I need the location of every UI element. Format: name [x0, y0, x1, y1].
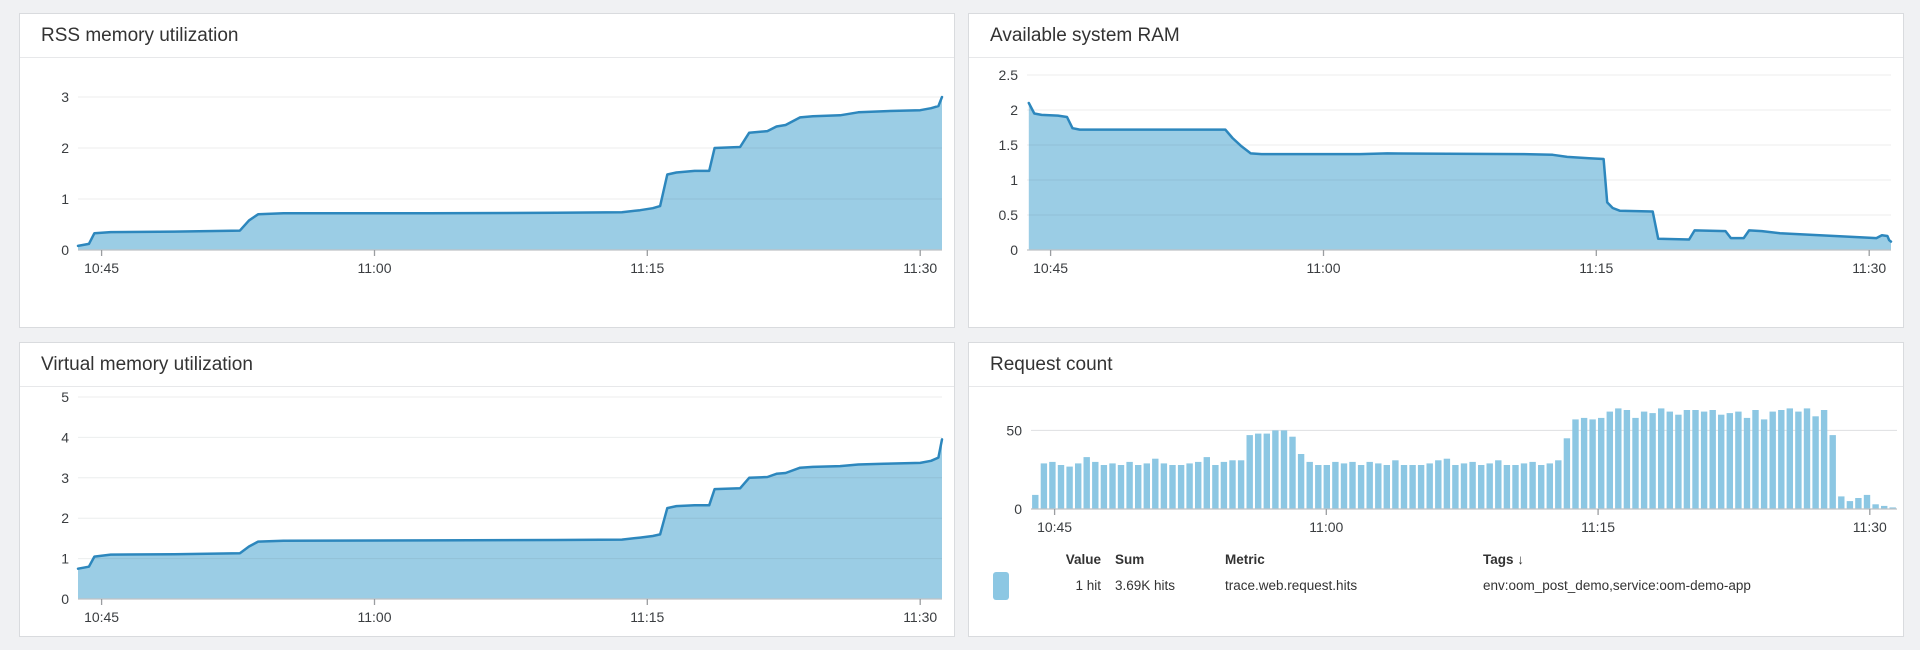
- svg-text:11:30: 11:30: [1853, 519, 1887, 535]
- legend-sum-cell: 3.69K hits: [1115, 578, 1176, 593]
- panel-title: Request count: [969, 343, 1903, 387]
- svg-text:0: 0: [1014, 501, 1022, 517]
- svg-text:11:00: 11:00: [358, 609, 392, 625]
- svg-text:11:15: 11:15: [630, 260, 664, 276]
- grid-lines: [76, 396, 944, 570]
- legend-tags-cell: env:oom_post_demo,service:oom-demo-app: [1483, 578, 1751, 593]
- panel-title: RSS memory utilization: [20, 14, 954, 58]
- svg-text:11:15: 11:15: [1581, 519, 1615, 535]
- svg-text:1.5: 1.5: [999, 137, 1019, 153]
- svg-text:11:30: 11:30: [1852, 260, 1886, 276]
- legend-header-metric[interactable]: Metric: [1225, 552, 1265, 567]
- panel-rss-memory-utilization: RSS memory utilization 0 1 2 3 10:45 11:00 11:…: [19, 13, 955, 328]
- svg-text:0: 0: [61, 242, 69, 258]
- svg-text:0.5: 0.5: [999, 207, 1019, 223]
- legend-value-cell: 1 hit: [1075, 578, 1101, 593]
- svg-text:11:00: 11:00: [358, 260, 392, 276]
- svg-text:1: 1: [61, 191, 69, 207]
- svg-text:11:30: 11:30: [903, 609, 937, 625]
- series-color-swatch[interactable]: [993, 571, 1009, 600]
- svg-text:0: 0: [1010, 242, 1018, 258]
- svg-text:3: 3: [61, 470, 69, 486]
- request-legend: Value Sum Metric Tags ↓ 1 hit 3.69K hits…: [969, 549, 1903, 601]
- area-series: [78, 97, 942, 250]
- svg-text:2: 2: [1010, 102, 1018, 118]
- svg-text:11:00: 11:00: [1307, 260, 1341, 276]
- legend-header-sum[interactable]: Sum: [1115, 552, 1145, 567]
- chart-area: 0 50 10:45 11:00 11:15 11:30: [969, 387, 1903, 539]
- panel-virtual-memory-utilization: Virtual memory utilization 0 1 2 3 4 5 10:45 11…: [19, 342, 955, 637]
- svg-text:2: 2: [61, 140, 69, 156]
- request-count-chart[interactable]: 0 50 10:45 11:00 11:15 11:30: [969, 387, 1903, 539]
- svg-text:11:00: 11:00: [1309, 519, 1343, 535]
- bar-series: [1031, 408, 1897, 509]
- axes: 0 1 2 3 4 5 10:45 11:00 11:15 11:30: [61, 389, 942, 625]
- svg-text:50: 50: [1006, 422, 1022, 438]
- panel-available-system-ram: Available system RAM 0 0.5 1 1.5 2 2.5 10:45 11…: [968, 13, 1904, 328]
- svg-text:5: 5: [61, 389, 69, 405]
- svg-text:11:15: 11:15: [1579, 260, 1613, 276]
- svg-text:1: 1: [1010, 172, 1018, 188]
- svg-text:10:45: 10:45: [84, 260, 119, 276]
- axes: 0 50 10:45 11:00 11:15 11:30: [1006, 422, 1897, 535]
- legend-swatch-cell: [969, 571, 1017, 600]
- legend-metric-cell: trace.web.request.hits: [1225, 578, 1358, 593]
- panel-title: Available system RAM: [969, 14, 1903, 58]
- rss-memory-chart[interactable]: 0 1 2 3 10:45 11:00 11:15 11:30: [20, 58, 954, 324]
- svg-text:4: 4: [61, 429, 69, 445]
- area-series: [78, 439, 942, 599]
- chart-area: 0 1 2 3 10:45 11:00 11:15 11:30: [20, 58, 954, 324]
- chart-area: 0 1 2 3 4 5 10:45 11:00 11:15 11:30: [20, 387, 954, 635]
- grid-lines: [1027, 74, 1893, 243]
- svg-text:0: 0: [61, 591, 69, 607]
- panel-title: Virtual memory utilization: [20, 343, 954, 387]
- svg-text:2: 2: [61, 510, 69, 526]
- svg-text:1: 1: [61, 551, 69, 567]
- virtual-memory-chart[interactable]: 0 1 2 3 4 5 10:45 11:00 11:15 11:30: [20, 387, 954, 635]
- available-ram-chart[interactable]: 0 0.5 1 1.5 2 2.5 10:45 11:00 11:15 11:30: [969, 58, 1903, 324]
- svg-text:2.5: 2.5: [999, 67, 1019, 83]
- area-series: [1028, 103, 1891, 250]
- svg-text:11:30: 11:30: [903, 260, 937, 276]
- svg-text:3: 3: [61, 89, 69, 105]
- grid-lines: [76, 95, 944, 248]
- legend-header-tags[interactable]: Tags ↓: [1483, 552, 1525, 567]
- svg-text:10:45: 10:45: [1033, 260, 1068, 276]
- svg-text:10:45: 10:45: [1037, 519, 1072, 535]
- axes: 0 1 2 3 10:45 11:00 11:15 11:30: [61, 89, 942, 276]
- svg-text:10:45: 10:45: [84, 609, 119, 625]
- chart-area: 0 0.5 1 1.5 2 2.5 10:45 11:00 11:15 11:30: [969, 58, 1903, 324]
- svg-text:11:15: 11:15: [630, 609, 664, 625]
- legend-header-value[interactable]: Value: [1065, 552, 1101, 567]
- panel-request-count: Request count 0 50 10:45 11:00 11:15 11:30 Va…: [968, 342, 1904, 637]
- axes: 0 0.5 1 1.5 2 2.5 10:45 11:00 11:15 11:30: [999, 67, 1891, 276]
